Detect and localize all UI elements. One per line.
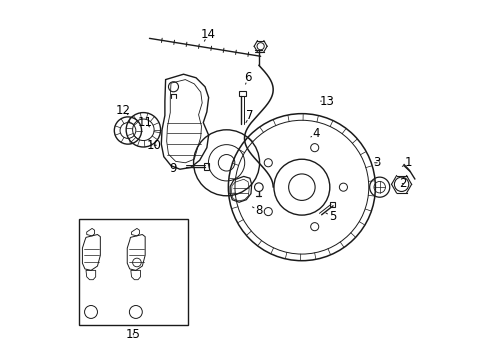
Text: 11: 11	[137, 116, 152, 129]
Text: 7: 7	[245, 109, 253, 122]
Bar	[203, 163, 208, 170]
Text: 13: 13	[319, 95, 334, 108]
Text: 10: 10	[146, 139, 161, 152]
Text: 8: 8	[255, 204, 262, 217]
Text: 4: 4	[312, 127, 319, 140]
Text: 2: 2	[399, 177, 407, 190]
Bar	[238, 91, 245, 96]
Text: 5: 5	[328, 210, 335, 223]
Text: 1: 1	[404, 156, 412, 169]
Text: 3: 3	[373, 156, 380, 169]
Text: 6: 6	[244, 71, 251, 84]
Text: 14: 14	[200, 28, 215, 41]
Bar	[79, 220, 188, 325]
Text: 9: 9	[169, 162, 176, 175]
Text: 12: 12	[116, 104, 130, 117]
Text: 15: 15	[125, 328, 141, 341]
